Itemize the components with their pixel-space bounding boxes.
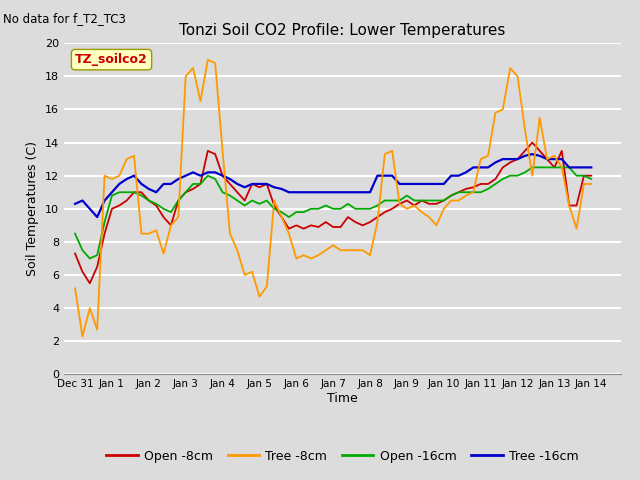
Legend: Open -8cm, Tree -8cm, Open -16cm, Tree -16cm: Open -8cm, Tree -8cm, Open -16cm, Tree -… (101, 444, 584, 468)
Text: TZ_soilco2: TZ_soilco2 (75, 53, 148, 66)
Y-axis label: Soil Temperatures (C): Soil Temperatures (C) (26, 141, 40, 276)
X-axis label: Time: Time (327, 392, 358, 405)
Title: Tonzi Soil CO2 Profile: Lower Temperatures: Tonzi Soil CO2 Profile: Lower Temperatur… (179, 23, 506, 38)
Text: No data for f_T2_TC3: No data for f_T2_TC3 (3, 12, 126, 25)
